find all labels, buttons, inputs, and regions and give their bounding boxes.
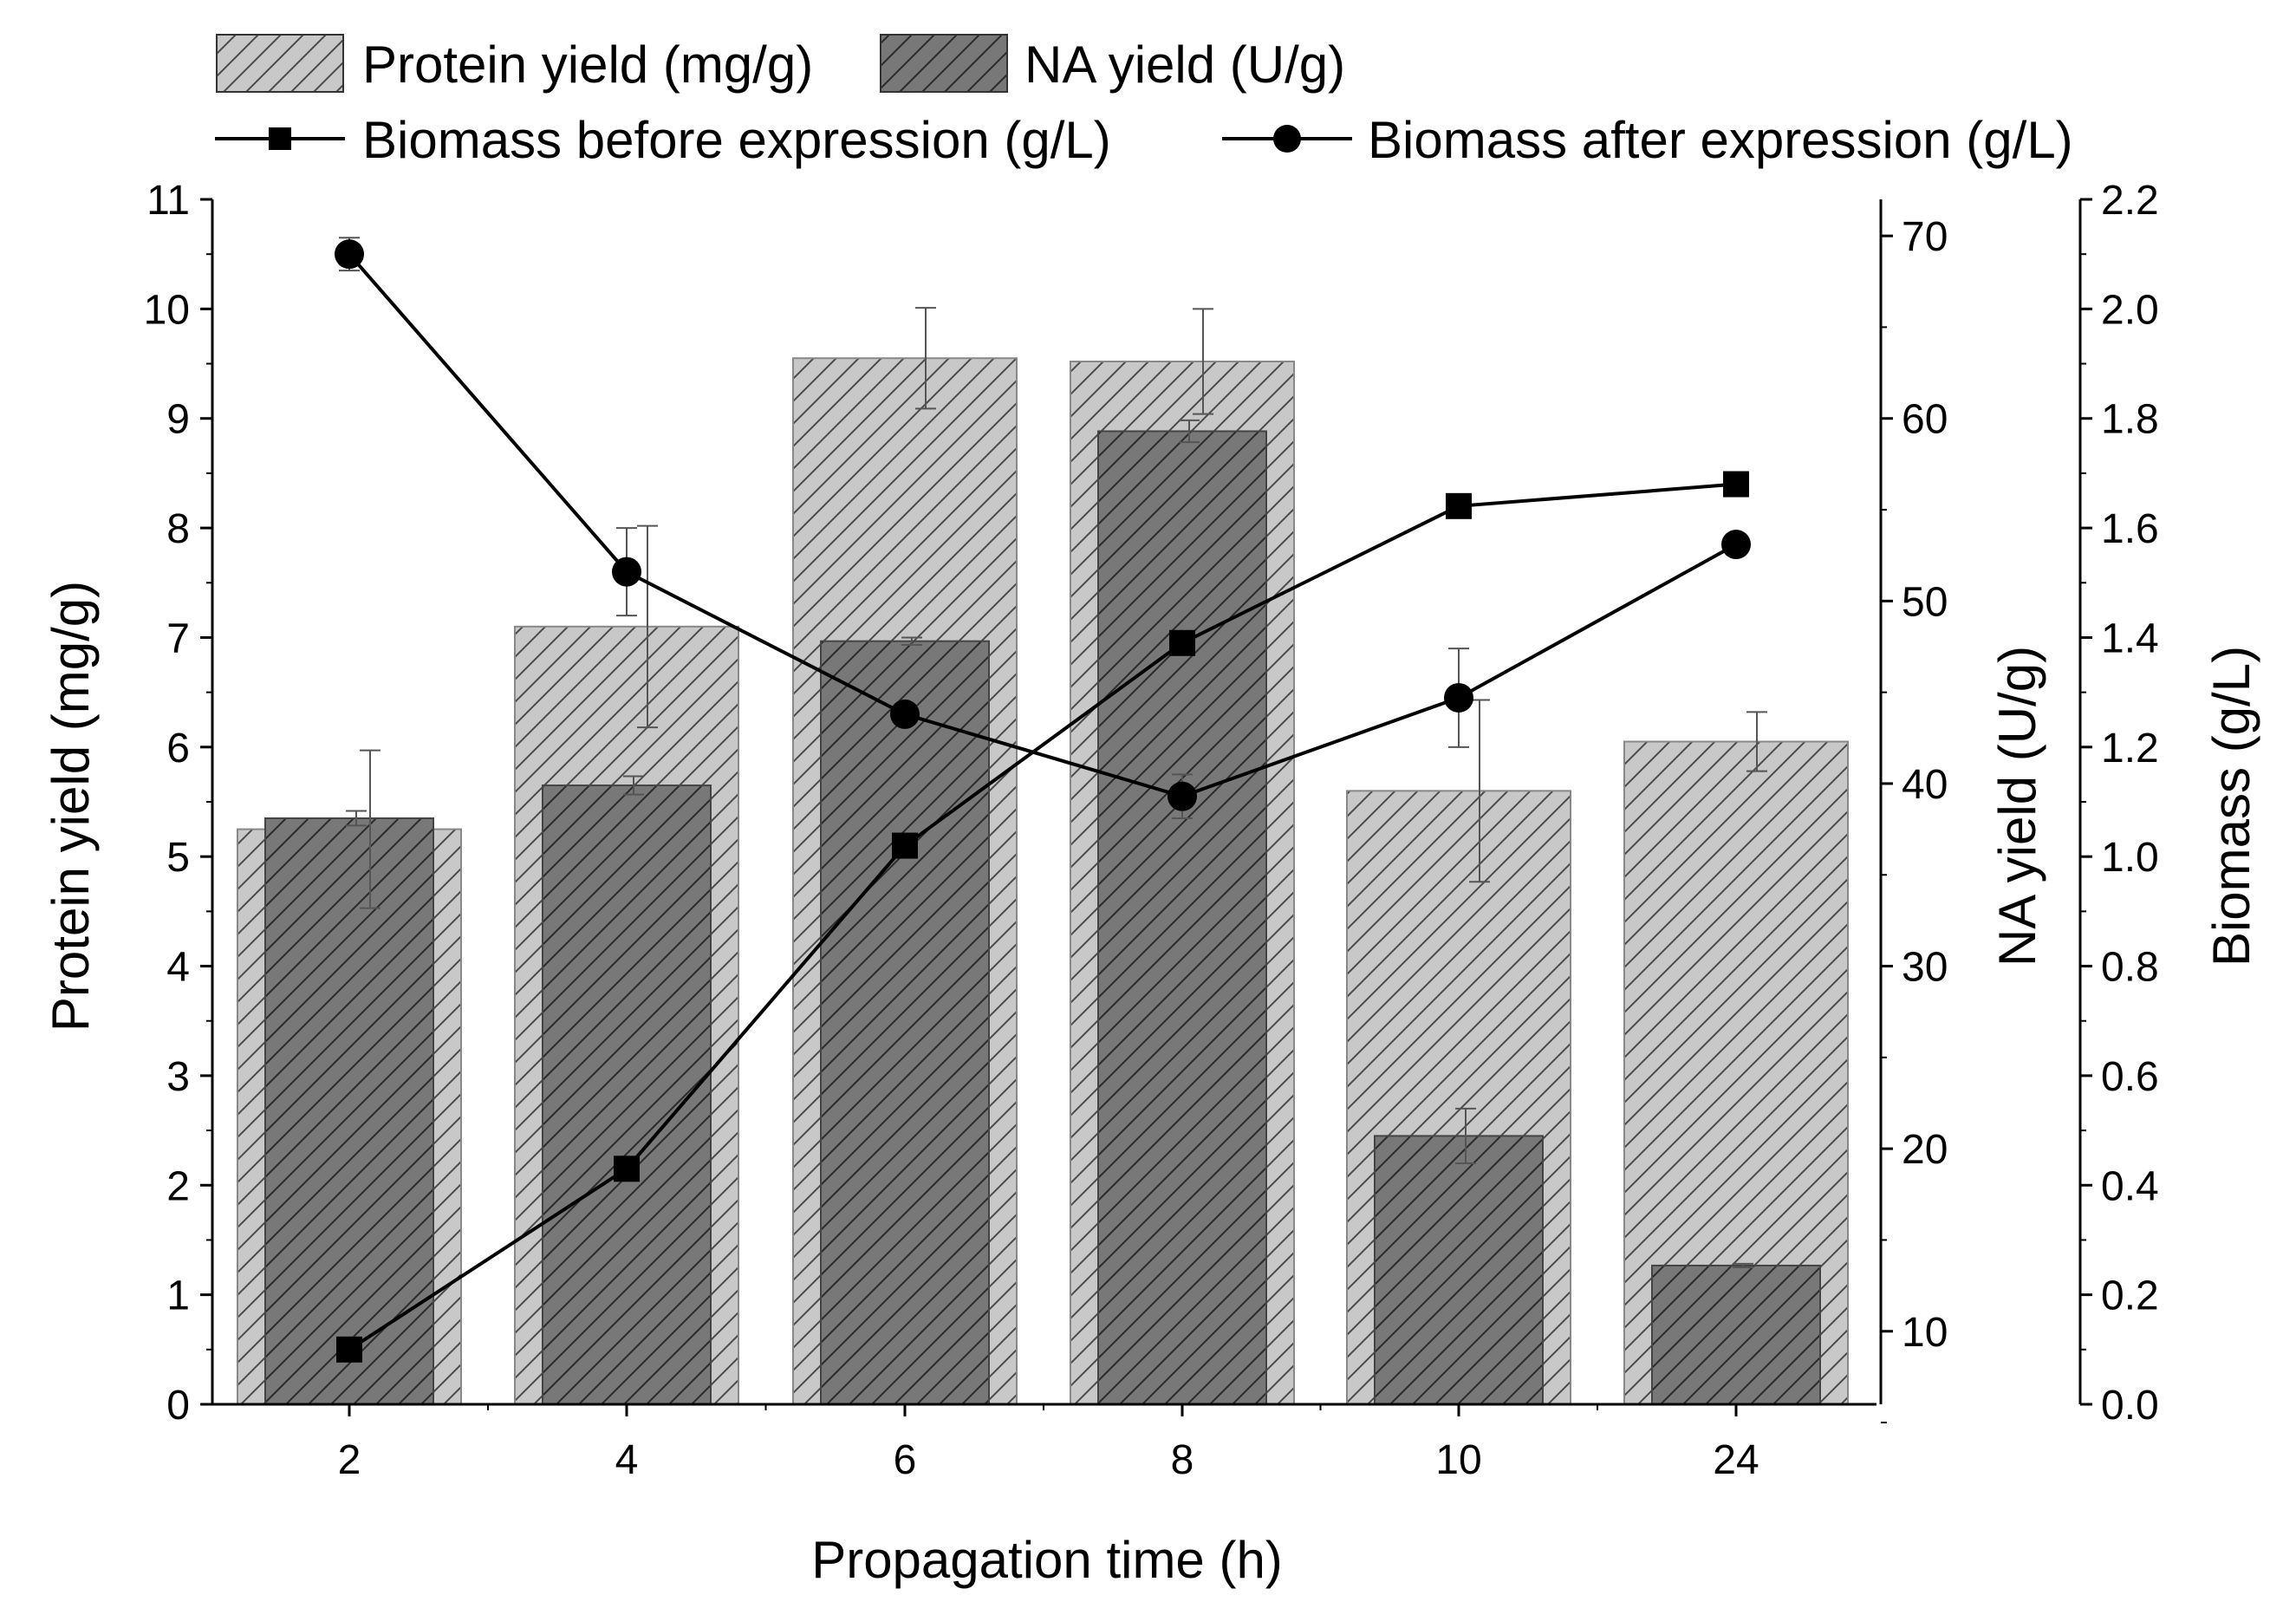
x-tick-label-24: 24 xyxy=(1713,1437,1759,1483)
biomass-tick-label-0.2: 0.2 xyxy=(2101,1273,2159,1319)
x-tick-label-6: 6 xyxy=(894,1437,917,1483)
left-tick-label-6: 6 xyxy=(166,726,190,771)
na-tick-label-20: 20 xyxy=(1902,1127,1948,1173)
legend-swatch-na-yield xyxy=(880,34,1008,93)
biomass-tick-label-0.6: 0.6 xyxy=(2101,1054,2159,1100)
biomass-tick-label-1.6: 1.6 xyxy=(2101,506,2159,552)
x-axis-title: Propagation time (h) xyxy=(811,1531,1283,1589)
plot-area: 0 1 2 3 4 5 6 7 8 9 10 11 10 20 30 40 50 60 70 0.0 0.2 0.4 0.6… xyxy=(144,178,2159,1483)
legend-item-na-yield: NA yield (U/g) xyxy=(880,34,1345,94)
point-biomass-after-8 xyxy=(1168,781,1197,811)
biomass-tick-label-2.2: 2.2 xyxy=(2101,178,2159,224)
biomass-tick-label-0.4: 0.4 xyxy=(2101,1163,2159,1209)
legend-item-protein-yield: Protein yield (mg/g) xyxy=(216,34,813,94)
biomass-tick-label-1.0: 1.0 xyxy=(2101,835,2159,881)
legend: Protein yield (mg/g) NA yield (U/g) Biom… xyxy=(215,34,2073,169)
point-biomass-after-24 xyxy=(1721,530,1751,560)
left-tick-label-3: 3 xyxy=(166,1054,190,1100)
legend-label-biomass-after: Biomass after expression (g/L) xyxy=(1368,111,2073,169)
legend-label-biomass-before: Biomass before expression (g/L) xyxy=(362,111,1111,169)
point-biomass-before-2 xyxy=(336,1336,362,1363)
left-axis-title: Protein yield (mg/g) xyxy=(42,581,100,1032)
x-tick-label-10: 10 xyxy=(1435,1437,1481,1483)
x-tick-label-2: 2 xyxy=(338,1437,361,1483)
biomass-tick-label-1.8: 1.8 xyxy=(2101,397,2159,443)
bar-na-4 xyxy=(542,784,712,1405)
biomass-tick-label-2.0: 2.0 xyxy=(2101,287,2159,333)
point-biomass-before-8 xyxy=(1169,629,1195,656)
na-tick-label-60: 60 xyxy=(1902,397,1948,443)
bar-na-2 xyxy=(264,817,434,1405)
legend-marker-square xyxy=(269,127,291,150)
left-tick-label-8: 8 xyxy=(166,506,190,552)
legend-marker-circle xyxy=(1273,125,1301,153)
line-biomass-before xyxy=(348,482,1737,1351)
biomass-tick-label-1.4: 1.4 xyxy=(2101,615,2159,661)
na-tick-label-70: 70 xyxy=(1902,214,1948,260)
left-tick-label-4: 4 xyxy=(166,945,190,991)
point-biomass-before-24 xyxy=(1723,471,1749,498)
point-biomass-before-6 xyxy=(892,832,918,859)
left-tick-label-10: 10 xyxy=(144,287,190,333)
na-tick-label-50: 50 xyxy=(1902,579,1948,625)
biomass-tick-label-0.8: 0.8 xyxy=(2101,945,2159,991)
x-tick-label-8: 8 xyxy=(1171,1437,1194,1483)
na-tick-label-30: 30 xyxy=(1902,945,1948,991)
point-biomass-after-2 xyxy=(335,239,364,270)
line-biomass-after xyxy=(348,252,1737,798)
biomass-tick-label-1.2: 1.2 xyxy=(2101,726,2159,771)
point-biomass-before-10 xyxy=(1446,492,1472,519)
legend-item-biomass-after: Biomass after expression (g/L) xyxy=(1222,111,2073,169)
left-tick-label-5: 5 xyxy=(166,835,190,881)
legend-label-protein-yield: Protein yield (mg/g) xyxy=(362,36,813,94)
na-axis-title: NA yield (U/g) xyxy=(1988,646,2046,967)
bar-na-8 xyxy=(1097,430,1267,1405)
point-biomass-after-6 xyxy=(890,699,920,729)
left-tick-label-2: 2 xyxy=(166,1163,190,1209)
bar-na-6 xyxy=(820,640,990,1405)
left-tick-label-1: 1 xyxy=(166,1273,190,1319)
bar-na-10 xyxy=(1374,1135,1544,1405)
left-tick-label-7: 7 xyxy=(166,615,190,661)
point-biomass-after-4 xyxy=(612,557,641,587)
legend-item-biomass-before: Biomass before expression (g/L) xyxy=(215,111,1111,169)
left-tick-label-11: 11 xyxy=(146,178,190,224)
left-tick-label-9: 9 xyxy=(166,397,190,443)
x-tick-label-4: 4 xyxy=(615,1437,639,1483)
na-tick-label-10: 10 xyxy=(1902,1310,1948,1356)
left-tick-label-0: 0 xyxy=(166,1383,190,1429)
biomass-tick-label-0.0: 0.0 xyxy=(2101,1383,2159,1429)
legend-swatch-protein-yield xyxy=(216,34,344,93)
point-biomass-before-4 xyxy=(614,1156,640,1182)
legend-label-na-yield: NA yield (U/g) xyxy=(1024,36,1345,94)
bar-na-24 xyxy=(1651,1264,1821,1406)
point-biomass-after-10 xyxy=(1444,682,1473,713)
biomass-axis-title: Biomass (g/L) xyxy=(2202,646,2260,967)
na-tick-label-40: 40 xyxy=(1902,762,1948,808)
